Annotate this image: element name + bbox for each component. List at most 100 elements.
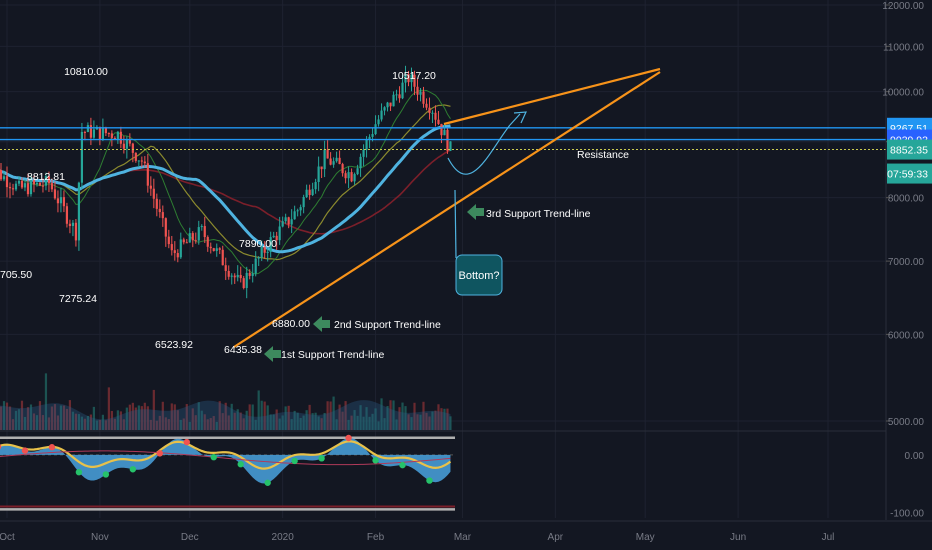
candle-body — [203, 226, 206, 238]
volume-bar — [275, 409, 278, 430]
candle-body — [305, 189, 308, 198]
volume-bar — [152, 389, 155, 430]
volume-bar — [149, 419, 152, 430]
candle-body — [194, 240, 197, 242]
volume-bar — [329, 401, 332, 430]
candle-body — [335, 157, 338, 162]
candle-body — [317, 166, 320, 183]
candle-body — [422, 91, 425, 104]
candle-body — [155, 198, 158, 209]
volume-bar — [77, 414, 81, 430]
price-axis-label: 7000.00 — [888, 257, 925, 268]
volume-bar — [365, 407, 368, 430]
candle-body — [260, 246, 263, 258]
candle-body — [62, 197, 66, 207]
volume-bar — [251, 404, 254, 430]
candle-body — [233, 275, 236, 278]
price-tag-label: 8852.35 — [890, 145, 928, 157]
candle-body — [449, 141, 452, 151]
price-mark-7275: 7275.24 — [59, 293, 97, 305]
volume-bar — [179, 419, 182, 430]
candle-body — [227, 270, 230, 277]
volume-bar — [242, 418, 245, 430]
candle-body — [47, 176, 51, 184]
bottom-callout-pointer — [454, 189, 457, 259]
volume-bar — [20, 400, 24, 430]
candle-body — [101, 127, 104, 140]
volume-bar — [209, 418, 212, 430]
volume-bar — [185, 404, 188, 430]
candle-body — [116, 131, 119, 140]
candle-body — [242, 278, 245, 288]
volume-bar — [47, 417, 51, 430]
oscillator-signal-line — [0, 440, 452, 470]
candle-body — [344, 173, 347, 179]
volume-bar — [227, 415, 230, 430]
second-support-label: 2nd Support Trend-line — [334, 319, 441, 331]
candle-body — [212, 248, 215, 251]
volume-bar — [257, 390, 260, 430]
price-axis-label: 5000.00 — [888, 417, 925, 428]
oscillator-signal-dot — [0, 444, 2, 450]
oscillator-signal-dot — [318, 455, 325, 462]
projection-arrow-shaft — [509, 113, 521, 126]
candle-body — [377, 119, 380, 125]
oscillator-axis-label: 0.00 — [905, 451, 925, 462]
candle-body — [365, 139, 368, 150]
candle-body — [89, 125, 92, 138]
volume-bar — [14, 410, 18, 430]
candle-body — [8, 187, 12, 189]
candle-body — [392, 94, 395, 107]
volume-bar — [320, 418, 323, 430]
candle-body — [215, 248, 218, 251]
candle-body — [350, 172, 353, 182]
volume-bar — [101, 414, 104, 430]
volume-bars — [0, 373, 452, 430]
price-axis-label: 12000.00 — [882, 1, 924, 12]
oscillator-signal-dot — [102, 471, 110, 478]
candle-body — [74, 222, 78, 241]
volume-bar — [338, 404, 341, 430]
volume-bar — [161, 401, 164, 430]
volume-bar — [254, 419, 257, 430]
candle-body — [140, 160, 143, 162]
candle-body — [320, 166, 323, 170]
volume-bar — [92, 406, 95, 430]
volume-bar — [269, 414, 272, 430]
candle-body — [275, 235, 278, 241]
candle-body — [35, 182, 39, 185]
volume-bar — [164, 417, 167, 430]
candle-body — [143, 161, 146, 164]
volume-bar — [8, 406, 12, 430]
candle-body — [407, 74, 410, 83]
candle-body — [5, 176, 9, 188]
volume-bar — [386, 406, 389, 430]
volume-bar — [395, 419, 398, 430]
volume-bar — [191, 408, 194, 430]
candle-body — [413, 74, 416, 87]
candle-body — [221, 249, 224, 266]
candle-body — [266, 251, 269, 253]
third-support-label: 3rd Support Trend-line — [486, 208, 591, 220]
candle-body — [86, 125, 90, 132]
candle-body — [164, 218, 167, 237]
volume-bar — [347, 419, 350, 430]
volume-bar — [218, 401, 221, 430]
volume-bar — [236, 409, 239, 430]
volume-bar — [38, 401, 42, 430]
volume-bar — [122, 419, 125, 430]
candle-body — [287, 217, 290, 225]
candle-body — [410, 74, 413, 83]
volume-bar — [59, 405, 63, 430]
candle-body — [77, 182, 81, 241]
candle-body — [92, 129, 95, 138]
volume-bar — [71, 411, 75, 430]
oscillator-signal-dot — [372, 457, 379, 464]
candle-body — [296, 210, 299, 212]
moving-average-fast — [0, 89, 451, 275]
volume-bar — [83, 418, 87, 430]
candle-body — [56, 198, 60, 204]
candle-body — [29, 180, 33, 195]
